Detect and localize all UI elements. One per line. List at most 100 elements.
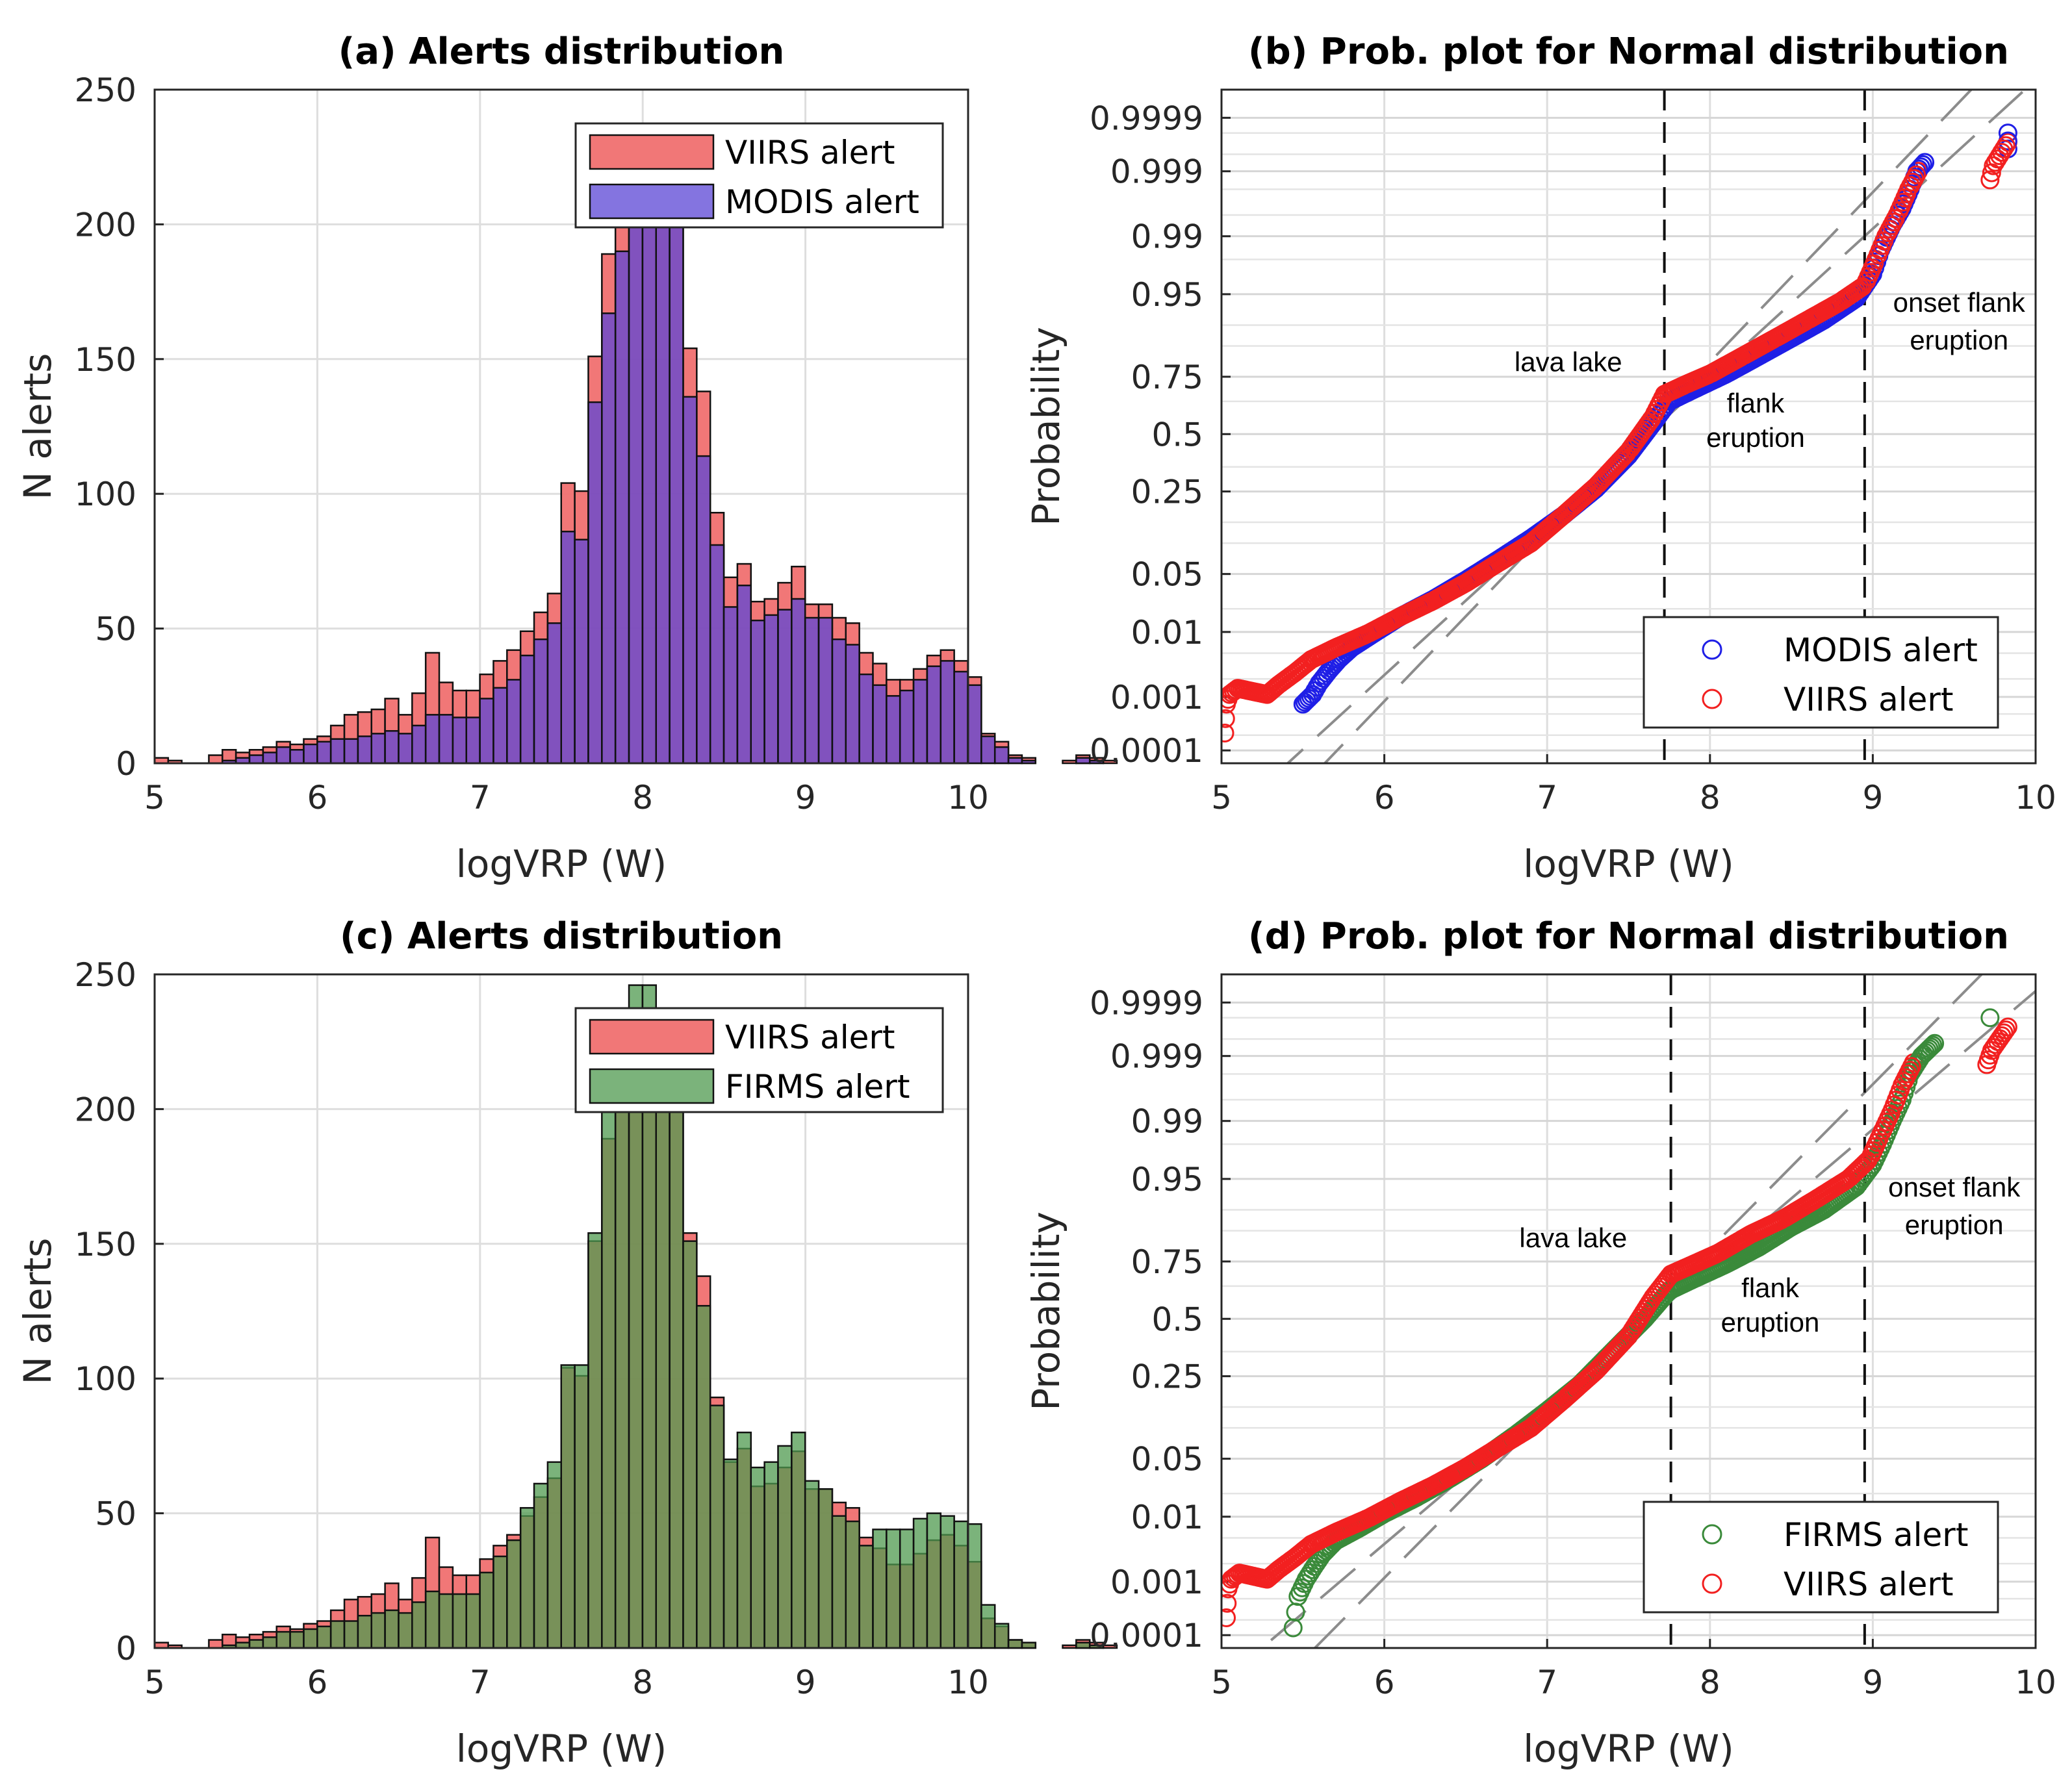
y-tick-label: 0.75 (1131, 1243, 1203, 1281)
bar-modis-alert (804, 616, 820, 765)
x-tick-label: 10 (2015, 779, 2056, 817)
point-viirs-alert (1853, 277, 1873, 296)
chart-panel-c: (c) Alerts distribution 5 6 7 8 9 10 logVRP (W)… (16, 915, 1118, 1771)
y-tick-label: 0.5 (1151, 1300, 1203, 1338)
bar-viirs-alert (1062, 759, 1077, 765)
y-tick-label: 50 (95, 611, 136, 648)
annotation-label: onset flank (1893, 287, 2026, 318)
y-tick-label: 0.99 (1131, 1103, 1203, 1141)
bar-modis-alert (506, 679, 522, 765)
bar-modis-alert (940, 660, 955, 765)
bar-modis-alert (1021, 759, 1037, 765)
bar-firms-alert (343, 1620, 359, 1649)
y-tick-label: 200 (75, 206, 136, 244)
bar-modis-alert (398, 733, 413, 765)
bar-firms-alert (926, 1512, 942, 1649)
point-viirs-alert (1994, 1023, 2014, 1043)
x-tick-label: 9 (1862, 1664, 1883, 1701)
bar-modis-alert (709, 544, 725, 765)
legend-label: FIRMS alert (725, 1068, 910, 1106)
bar-viirs-alert (1062, 1644, 1077, 1649)
bar-modis-alert (262, 752, 277, 765)
y-tick-label: 0.999 (1110, 153, 1203, 191)
point-viirs-alert (1221, 1593, 1237, 1613)
bar-firms-alert (777, 1445, 793, 1649)
point-firms-alert (1919, 1039, 1939, 1059)
y-tick-label: 0.99 (1131, 218, 1203, 256)
x-tick-label: 5 (144, 779, 165, 817)
bar-modis-alert (696, 455, 711, 765)
bar-firms-alert (519, 1507, 535, 1649)
legend-swatch (589, 183, 715, 220)
bar-firms-alert (601, 1089, 617, 1649)
bar-modis-alert (845, 644, 860, 765)
y-tick-label: 0.999 (1110, 1038, 1203, 1076)
bar-firms-alert (845, 1520, 860, 1649)
x-axis-label: logVRP (W) (456, 842, 667, 886)
bar-modis-alert (601, 312, 617, 765)
point-viirs-alert (1994, 139, 2014, 158)
bar-firms-alert (993, 1623, 1010, 1649)
legend-swatch (589, 1068, 715, 1104)
bar-firms-alert (804, 1480, 820, 1649)
y-tick-label: 150 (75, 1226, 136, 1263)
legend-box (1643, 1501, 1999, 1614)
y-tick-label: 0.9999 (1090, 984, 1203, 1022)
x-tick-label: 6 (1374, 779, 1395, 817)
legend-label: VIIRS alert (725, 134, 895, 171)
bar-firms-alert (506, 1539, 522, 1649)
bar-firms-alert (587, 1232, 603, 1649)
point-viirs-alert (1996, 1020, 2015, 1039)
legend-marker (1702, 1524, 1722, 1545)
bar-modis-alert (370, 733, 386, 765)
bar-firms-alert (492, 1555, 508, 1649)
point-firms-alert (1923, 1035, 1943, 1055)
bar-firms-alert (723, 1458, 739, 1649)
bar-firms-alert (479, 1571, 494, 1649)
x-tick-label: 8 (632, 779, 653, 817)
bar-modis-alert (424, 714, 441, 765)
y-tick-label: 50 (95, 1495, 136, 1533)
x-tick-label: 7 (1537, 1664, 1557, 1701)
annotation-label: onset flank (1888, 1172, 2021, 1202)
bar-viirs-alert (208, 1639, 224, 1649)
x-tick-label: 10 (947, 779, 989, 817)
bar-modis-alert (886, 695, 901, 765)
bar-viirs-alert (208, 754, 224, 765)
bar-modis-alert (817, 616, 834, 765)
legend-box (1643, 616, 1999, 729)
bar-modis-alert (560, 531, 576, 765)
point-modis-alert (1295, 692, 1314, 712)
y-tick-label: 0.01 (1131, 1499, 1203, 1536)
bar-modis-alert (248, 754, 264, 765)
axes-frame (153, 973, 969, 1649)
x-tick-label: 6 (1374, 1664, 1395, 1701)
bar-modis-alert (953, 670, 969, 765)
bar-modis-alert (289, 749, 305, 765)
annotation-label: eruption (1721, 1307, 1820, 1337)
annotation-label: eruption (1905, 1210, 2004, 1240)
bar-firms-alert (858, 1545, 874, 1649)
y-axis-label: Probability (1024, 327, 1068, 526)
y-tick-label: 0.05 (1131, 556, 1203, 594)
x-tick-label: 9 (1862, 779, 1883, 817)
bar-firms-alert (546, 1461, 562, 1649)
y-tick-label: 200 (75, 1091, 136, 1128)
bar-firms-alert (316, 1625, 332, 1649)
bar-firms-alert (303, 1628, 318, 1649)
bar-firms-alert (817, 1488, 834, 1649)
point-viirs-alert (1907, 165, 1926, 184)
bar-firms-alert (465, 1593, 481, 1649)
bar-modis-alert (723, 606, 739, 765)
legend-label: VIIRS alert (1784, 681, 1954, 718)
bar-firms-alert (533, 1482, 549, 1649)
chart-panel-b: (b) Prob. plot for Normal distribution 5 6… (1024, 31, 2056, 886)
bar-firms-alert (289, 1630, 305, 1649)
x-tick-label: 5 (1211, 779, 1232, 817)
bar-firms-alert (709, 1404, 725, 1649)
bar-modis-alert (750, 619, 765, 765)
y-tick-label: 0.0001 (1090, 1617, 1203, 1654)
y-tick-label: 0.95 (1131, 1161, 1203, 1198)
y-tick-label: 0.75 (1131, 359, 1203, 396)
bar-firms-alert (574, 1364, 589, 1649)
